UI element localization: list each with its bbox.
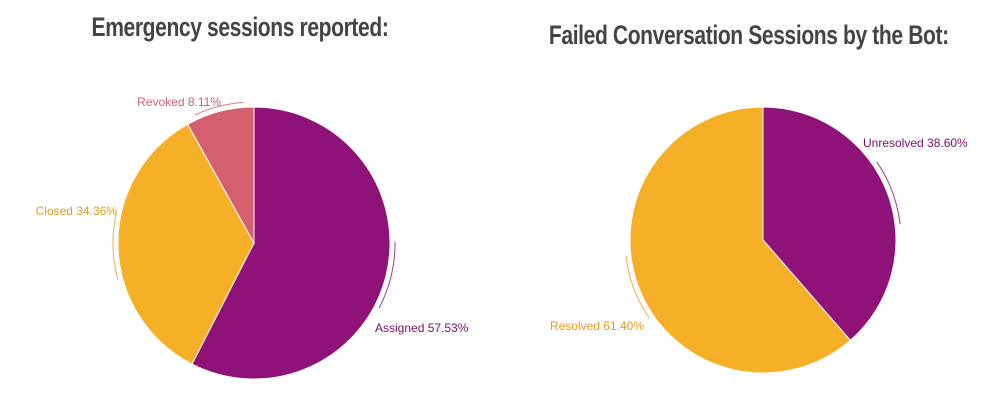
chart-title-emergency-sessions: Emergency sessions reported:	[91, 12, 389, 42]
pie-label-guide-revoked	[194, 101, 244, 116]
pie-label-unresolved: Unresolved 38.60%	[863, 136, 968, 150]
pie-label-closed: Closed 34.36%	[36, 204, 118, 218]
pie-slice-unresolved	[762, 106, 897, 342]
pie-slice-closed	[117, 123, 255, 365]
chart-title-failed-conversations: Failed Conversation Sessions by the Bot:	[548, 20, 949, 50]
pie-slice-resolved	[629, 106, 852, 374]
pie-label-guide-resolved	[625, 255, 650, 319]
pie-label-guide-closed	[112, 211, 119, 280]
pie-label-guide-unresolved	[876, 161, 901, 225]
pie-label-assigned: Assigned 57.53%	[375, 321, 469, 335]
pie-slice-revoked	[186, 106, 255, 245]
pie-label-resolved: Resolved 61.40%	[550, 319, 644, 333]
pie-label-guide-assigned	[378, 241, 396, 309]
pie-label-revoked: Revoked 8.11%	[137, 95, 221, 109]
pie-slice-assigned	[191, 106, 391, 380]
